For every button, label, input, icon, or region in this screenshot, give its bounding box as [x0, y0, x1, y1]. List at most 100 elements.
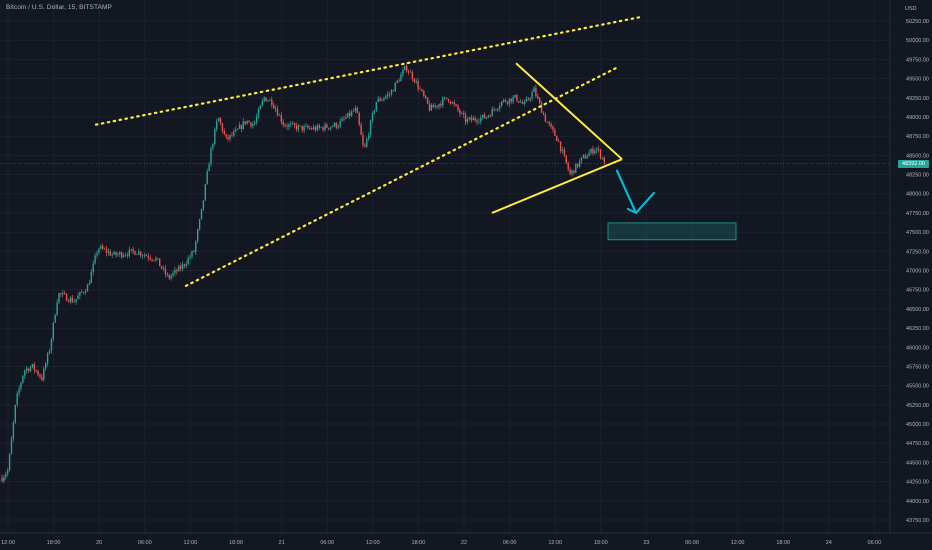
candle-body	[67, 301, 70, 303]
candle-body	[413, 78, 415, 82]
candle-body	[141, 255, 144, 257]
candle-body	[166, 274, 168, 276]
candle-body	[582, 155, 585, 158]
candle-body	[504, 99, 507, 102]
candle-body	[271, 99, 273, 105]
time-tick-label: 18:00	[594, 540, 608, 546]
candle-body	[316, 125, 319, 131]
candle-body	[542, 112, 545, 115]
price-tick-label: 49250.00	[906, 96, 929, 102]
candle-body	[191, 251, 193, 257]
time-axis[interactable]: 12:00 18:00 20 06:00 12:00 18:00 21 06:00 12:00 1…	[0, 532, 932, 546]
candle-body	[105, 249, 108, 253]
price-tick-label: 45000.00	[906, 422, 929, 428]
candle-body	[453, 102, 455, 105]
candle-body	[548, 122, 550, 125]
price-tick-label: 46750.00	[906, 288, 929, 294]
candle-body	[149, 257, 151, 260]
candle-body	[423, 91, 425, 97]
candle-body	[449, 101, 452, 104]
chart-grid	[0, 0, 890, 533]
candle-body	[350, 111, 353, 116]
candle-body	[50, 339, 53, 351]
candle-body	[130, 248, 132, 250]
time-tick-label: 18:00	[776, 540, 790, 546]
candle-body	[26, 368, 28, 371]
candle-body	[121, 252, 123, 258]
candle-body	[111, 254, 113, 256]
candle-body	[168, 274, 170, 279]
candle-body	[58, 293, 60, 303]
candle-body	[235, 129, 237, 132]
candle-body	[482, 114, 484, 118]
price-tick-label: 44500.00	[906, 460, 929, 466]
candle-body	[248, 120, 250, 123]
candle-body	[160, 266, 163, 269]
time-tick-label: 12:00	[366, 540, 380, 546]
price-tick-label: 44250.00	[906, 480, 929, 486]
candle-body	[145, 255, 148, 257]
candle-body	[521, 102, 524, 104]
candle-body	[33, 364, 35, 371]
candle-body	[280, 114, 282, 122]
candle-body	[164, 268, 167, 275]
candle-body	[550, 124, 552, 127]
candle-body	[554, 129, 556, 136]
candle-body	[115, 252, 117, 256]
candle-body	[369, 120, 372, 136]
candle-body	[208, 164, 210, 172]
candle-body	[474, 118, 476, 121]
candle-body	[312, 127, 315, 130]
candle-body	[79, 291, 81, 296]
price-tick-label: 48750.00	[906, 134, 929, 140]
candle-body	[236, 128, 239, 130]
price-axis[interactable]: 50250.00 50000.00 49750.00 49500.00 49250.00…	[889, 0, 929, 533]
candle-body	[531, 92, 533, 99]
candle-body	[54, 315, 56, 323]
candle-body	[46, 353, 49, 364]
candle-body	[379, 98, 381, 101]
candle-body	[119, 252, 121, 255]
candle-body	[214, 129, 216, 145]
candle-body	[584, 155, 586, 159]
candle-body	[497, 108, 499, 110]
candle-body	[476, 120, 478, 122]
candle-body	[324, 124, 326, 131]
candle-body	[311, 128, 313, 130]
candle-body	[415, 80, 417, 83]
candle-body	[303, 126, 305, 131]
candle-body	[92, 263, 94, 272]
candle-body	[402, 70, 404, 75]
candle-body	[174, 269, 176, 273]
candle-body	[77, 295, 79, 299]
candle-body	[394, 82, 396, 92]
candle-body	[478, 121, 480, 123]
candle-body	[390, 90, 393, 95]
candle-body	[136, 254, 138, 255]
candle-body	[381, 99, 383, 101]
candle-body	[200, 208, 203, 220]
time-tick-label: 18:00	[47, 540, 61, 546]
candle-body	[96, 253, 98, 256]
candle-body	[170, 275, 172, 279]
candle-body	[107, 251, 110, 253]
candle-body	[586, 156, 588, 159]
candle-body	[202, 200, 205, 209]
candle-body	[20, 382, 22, 389]
candle-body	[518, 100, 520, 103]
candle-body	[31, 364, 34, 368]
candle-body	[596, 148, 598, 151]
candle-body	[221, 123, 224, 132]
down-arrow-head	[626, 191, 656, 215]
candle-body	[349, 112, 351, 116]
candle-body	[377, 98, 379, 102]
candle-body	[22, 375, 24, 383]
candle-body	[468, 117, 471, 120]
drawings	[94, 16, 737, 287]
candle-body	[366, 138, 368, 147]
time-tick-label: 18:00	[412, 540, 426, 546]
candle-body	[442, 98, 444, 106]
candle-body	[398, 80, 400, 82]
candle-body	[242, 121, 244, 130]
